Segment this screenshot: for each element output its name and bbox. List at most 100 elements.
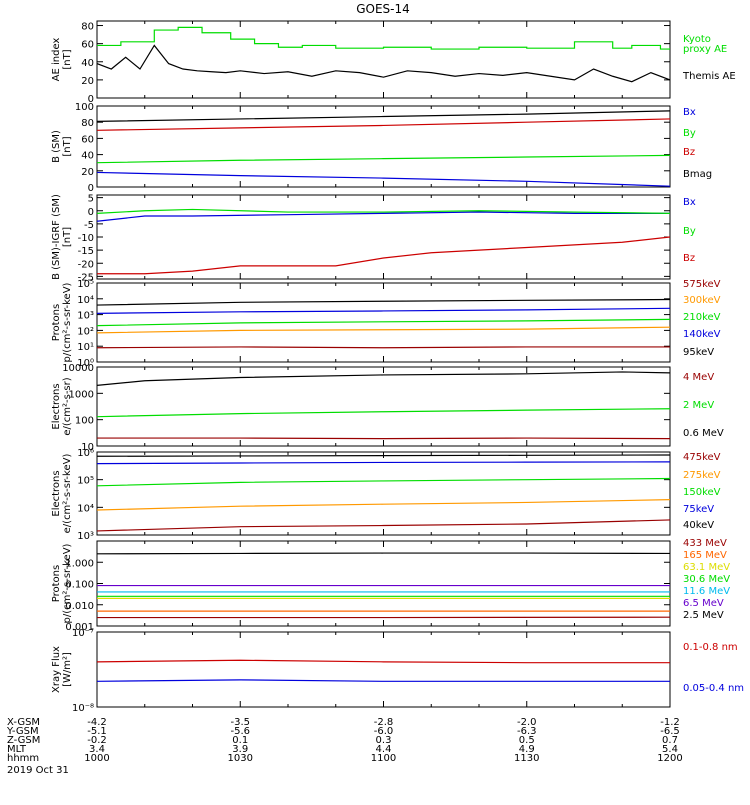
panel-frame [97,283,670,362]
y-axis-label: p/(cm²-s-sr-keV) [62,543,73,623]
y-tick-label: 100 [75,416,94,427]
y-tick-label: 20 [81,76,94,87]
y-axis-label: [nT] [62,49,73,69]
legend-label: 165 MeV [683,550,727,561]
series-line [97,347,670,348]
series-line [97,680,670,681]
series-line [97,553,670,554]
legend-label: Themis AE [682,71,736,82]
legend-label: By [683,226,696,237]
series-line [97,660,670,662]
series-line [97,462,670,464]
y-axis-label: B (SM)-IGRF (SM) [51,194,62,280]
series-line [97,500,670,510]
y-axis-label: Electrons [51,470,62,516]
legend-label: 475keV [683,452,721,463]
y-tick-label: -10 [78,233,94,244]
y-tick-label: 5 [88,194,94,205]
ephemeris-value: 1100 [371,753,396,764]
legend-label: 40keV [683,520,714,531]
y-tick-label: 80 [81,22,94,33]
legend-label: 4 MeV [683,372,714,383]
legend-label: 95keV [683,347,714,358]
series-line [97,479,670,486]
series-line [97,45,670,81]
legend-label: 275keV [683,470,721,481]
y-axis-label: AE index [51,38,62,82]
time-axis-footer: X-GSMY-GSMZ-GSMMLThhmm-4.2-5.1-0.23.4100… [6,717,683,776]
legend-label: proxy AE [683,44,727,55]
legend-label: 210keV [683,312,721,323]
series-line [97,438,670,439]
y-tick-label: 40 [81,58,94,69]
panel-frame [97,21,670,98]
y-axis-label: [nT] [62,227,73,247]
legend-label: Bz [683,253,695,264]
legend-label: 0.1-0.8 nm [683,642,738,653]
legend-label: By [683,128,696,139]
ephemeris-value: 1030 [228,753,253,764]
ephemeris-value: 1200 [657,753,682,764]
y-tick-label: 80 [81,118,94,129]
y-axis-label: Protons [51,565,62,602]
legend-label: Bx [683,107,696,118]
series-line [97,300,670,306]
y-tick-label: 10⁻⁸ [72,703,94,714]
y-tick-label: -5 [84,220,94,231]
legend-label: 140keV [683,329,721,340]
legend-label: 30.6 MeV [683,574,730,585]
legend-label: 6.5 MeV [683,598,724,609]
y-tick-label: 20 [81,167,94,178]
y-tick-label: 10³ [77,531,94,542]
y-tick-label: 10⁵ [77,476,94,487]
series-line [97,327,670,333]
y-tick-label: 10³ [77,311,94,322]
y-axis-label: Electrons [51,383,62,429]
ephemeris-value: 1130 [514,753,539,764]
y-tick-label: 60 [81,134,94,145]
y-tick-label: 10⁵ [77,279,94,290]
y-axis-label: e/(cm²-s-sr) [62,377,73,435]
legend-label: 575keV [683,279,721,290]
series-line [97,155,670,162]
y-tick-label: 100 [75,102,94,113]
legend-label: 0.6 MeV [683,428,724,439]
legend-label: 300keV [683,295,721,306]
y-tick-label: -20 [78,259,94,270]
series-line [97,308,670,313]
legend-label: 2 MeV [683,400,714,411]
legend-label: 2.5 MeV [683,610,724,621]
series-line [97,319,670,325]
y-tick-label: 10² [77,326,94,337]
series-line [97,119,670,130]
y-tick-label: 0 [88,207,94,218]
y-axis-label: Protons [51,304,62,341]
legend-label: 150keV [683,487,721,498]
legend-label: 0.05-0.4 nm [683,683,744,694]
panel-frame [97,195,670,279]
y-tick-label: 10⁻⁷ [72,628,94,639]
ephemeris-value: 1000 [84,753,109,764]
y-tick-label: -15 [78,246,94,257]
legend-label: 75keV [683,504,714,515]
series-line [97,212,670,221]
series-line [97,409,670,417]
legend-label: 433 MeV [683,538,727,549]
legend-label: Bmag [683,169,712,180]
plot-title: GOES-14 [356,2,410,16]
legend-label: Bx [683,197,696,208]
ephemeris-row-label: hhmm [7,753,39,764]
panel-frame [97,632,670,707]
y-axis-label: B (SM) [51,130,62,163]
y-axis-label: Xray Flux [51,646,62,693]
y-tick-label: 40 [81,151,94,162]
date-label: 2019 Oct 31 [7,765,69,776]
series-line [97,372,670,385]
